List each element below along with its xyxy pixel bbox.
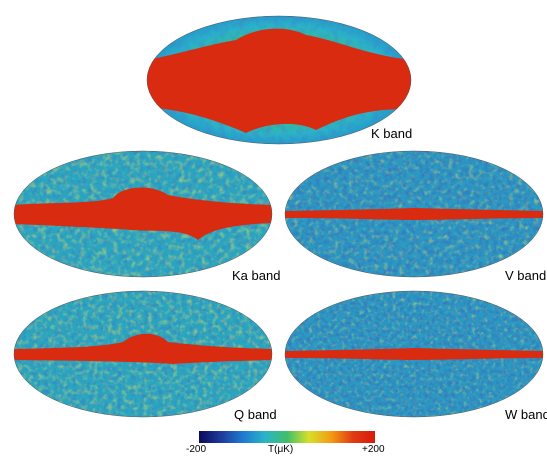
k-band-map	[146, 15, 412, 145]
v-band-label: V band	[505, 268, 547, 283]
q-band-sky-map-image	[13, 290, 273, 418]
colorbar-unit-label: T(μK)	[268, 444, 294, 455]
v-band-map	[284, 150, 544, 278]
w-band-label: W band	[505, 407, 547, 422]
ka-band-map	[13, 150, 273, 278]
ka-band-sky-map-image	[13, 150, 273, 278]
v-band-sky-map-image	[284, 150, 544, 278]
q-band-label: Q band	[234, 407, 277, 422]
k-band-sky-map-image	[146, 15, 412, 145]
q-band-map	[13, 290, 273, 418]
w-band-map	[284, 290, 544, 418]
colorbar-max-label: +200	[362, 444, 385, 455]
colorbar-min-label: -200	[186, 444, 207, 455]
colorbar-gradient	[199, 431, 375, 443]
k-band-label: K band	[371, 126, 413, 141]
w-band-sky-map-image	[284, 290, 544, 418]
ka-band-label: Ka band	[232, 268, 281, 283]
